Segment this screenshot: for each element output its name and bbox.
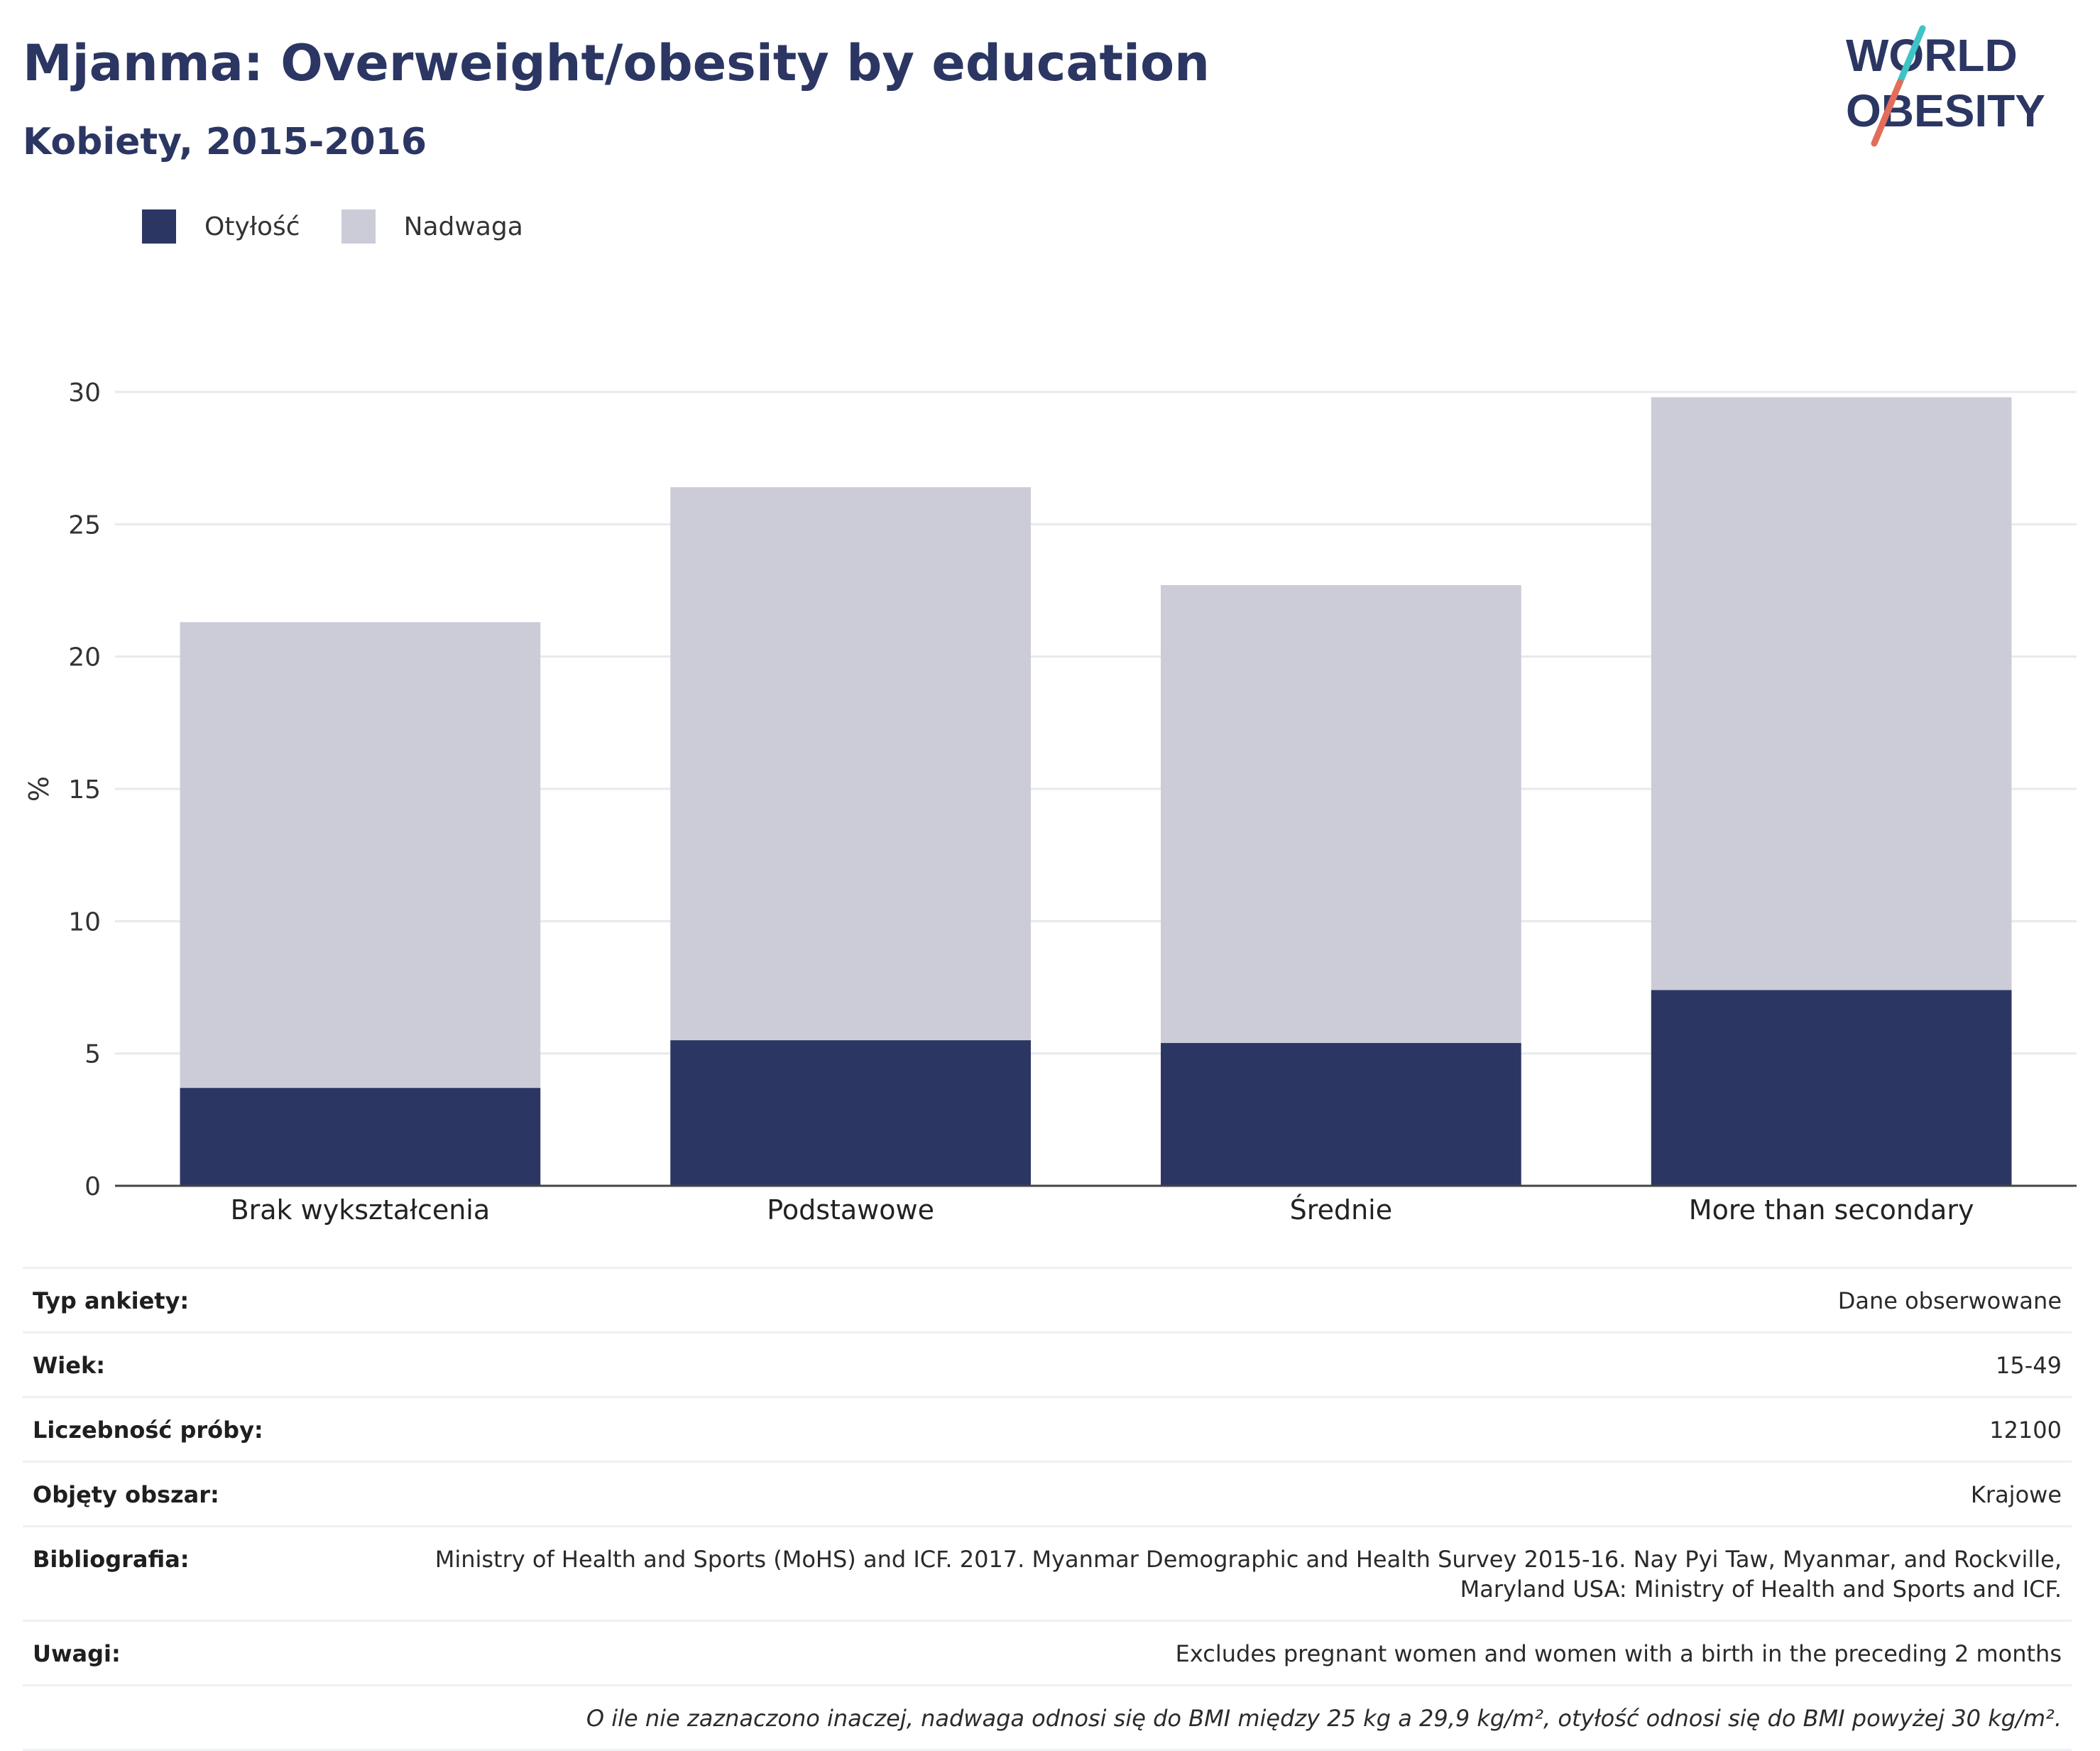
bar-otylosc: [670, 1040, 1031, 1186]
info-row-sample-size: Liczebność próby: 12100: [23, 1398, 2072, 1463]
logo-slash-top: [1896, 25, 1926, 86]
legend-swatch-otylosc: [142, 209, 176, 244]
chart-title: Mjanma: Overweight/obesity by education: [23, 34, 1210, 92]
y-tick-label: 10: [68, 907, 101, 937]
legend-item-otylosc[interactable]: Otyłość: [142, 209, 300, 244]
info-row-notes: Uwagi: Excludes pregnant women and women…: [23, 1622, 2072, 1686]
info-row-bibliography: Bibliografia: Ministry of Health and Spo…: [23, 1527, 2072, 1622]
info-value: 12100: [1989, 1417, 2062, 1444]
bar-nadwaga: [1651, 397, 2012, 991]
x-tick-label: More than secondary: [1689, 1194, 1974, 1226]
world-obesity-logo: WORLD OBESITY: [1846, 25, 2045, 147]
bar-otylosc: [1651, 990, 2012, 1186]
info-value: Dane obserwowane: [1837, 1287, 2062, 1314]
logo-line2: OBESITY: [1846, 85, 2045, 136]
info-value: Ministry of Health and Sports (MoHS) and…: [434, 1546, 2062, 1603]
bar-otylosc: [180, 1088, 541, 1186]
legend-item-nadwaga[interactable]: Nadwaga: [341, 209, 523, 244]
info-row-survey-type: Typ ankiety: Dane obserwowane: [23, 1269, 2072, 1333]
info-label: Wiek:: [33, 1352, 106, 1379]
info-row-definition-note: O ile nie zaznaczono inaczej, nadwaga od…: [23, 1686, 2072, 1751]
x-tick-label: Średnie: [1290, 1194, 1392, 1226]
info-value: Excludes pregnant women and women with a…: [1175, 1640, 2062, 1667]
info-label: Liczebność próby:: [33, 1417, 263, 1444]
info-label: Bibliografia:: [33, 1546, 190, 1573]
y-axis-label: %: [23, 776, 55, 802]
y-tick-label: 0: [84, 1172, 101, 1201]
legend-swatch-nadwaga: [341, 209, 376, 244]
bar-nadwaga: [670, 487, 1031, 1041]
info-label: Typ ankiety:: [33, 1287, 190, 1314]
stacked-bar-chart: 0 5 10 15 20 25 30% Brak wykształcenia Podstawow…: [23, 378, 2077, 1226]
x-tick-label: Brak wykształcenia: [231, 1194, 491, 1226]
y-tick-label: 25: [68, 511, 101, 540]
bar-nadwaga: [180, 622, 541, 1089]
y-tick-label: 15: [68, 775, 101, 804]
chart-legend: Otyłość Nadwaga: [142, 209, 564, 244]
info-label: Uwagi:: [33, 1640, 121, 1667]
y-tick-label: 5: [84, 1040, 101, 1069]
info-row-age: Wiek: 15-49: [23, 1333, 2072, 1398]
y-tick-label: 20: [68, 643, 101, 672]
info-value: 15-49: [1996, 1352, 2062, 1379]
legend-label-nadwaga: Nadwaga: [403, 212, 523, 241]
y-tick-label: 30: [68, 378, 101, 408]
logo-slash-bottom: [1871, 79, 1903, 147]
definition-note: O ile nie zaznaczono inaczej, nadwaga od…: [586, 1705, 2062, 1732]
info-table: Typ ankiety: Dane obserwowane Wiek: 15-4…: [23, 1267, 2072, 1751]
logo-line1: WORLD: [1846, 30, 2018, 81]
legend-label-otylosc: Otyłość: [204, 212, 300, 241]
info-row-area-covered: Objęty obszar: Krajowe: [23, 1463, 2072, 1527]
bar-otylosc: [1161, 1042, 1521, 1186]
chart-subtitle: Kobiety, 2015-2016: [23, 121, 427, 163]
bar-nadwaga: [1161, 585, 1521, 1043]
info-label: Objęty obszar:: [33, 1481, 219, 1508]
info-value: Krajowe: [1970, 1481, 2062, 1508]
x-tick-label: Podstawowe: [767, 1194, 934, 1226]
